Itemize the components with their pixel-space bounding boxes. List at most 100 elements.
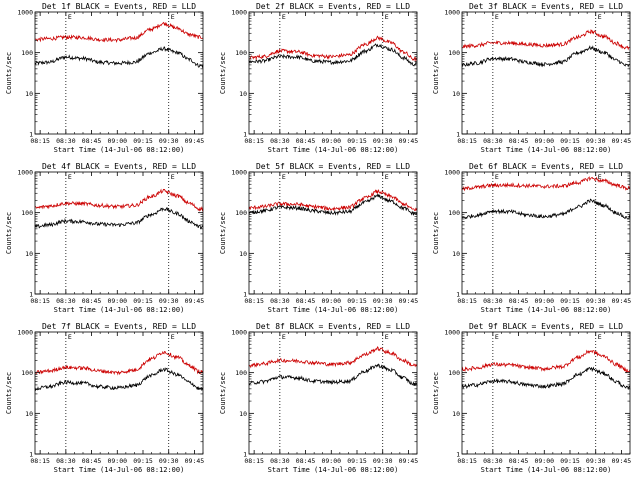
y-tick-label: 1: [29, 291, 33, 299]
plot-frame: [461, 331, 631, 455]
y-tick-label: 1: [29, 451, 33, 459]
panel-title: Det 5f BLACK = Events, RED = LLD: [256, 162, 410, 171]
y-tick-label: 100: [448, 209, 460, 217]
detector-panel: Det 1f BLACK = Events, RED = LLD E E 1 10 100…: [5, 2, 204, 154]
series-trace: [248, 35, 418, 63]
event-marker-label: E: [385, 173, 389, 181]
y-tick-label: 1000: [231, 329, 247, 337]
event-marker-label: E: [385, 333, 389, 341]
series-trace: [461, 366, 631, 391]
x-tick-label: 08:45: [509, 137, 529, 145]
x-tick-label: 08:45: [82, 137, 102, 145]
y-axis-label: Counts/sec: [5, 52, 13, 94]
y-axis-label: Counts/sec: [219, 212, 227, 254]
plot-frame: [461, 11, 631, 135]
event-marker-label: E: [68, 173, 72, 181]
x-tick-label: 08:30: [56, 457, 76, 465]
y-tick-label: 100: [235, 369, 247, 377]
panel-title: Det 6f BLACK = Events, RED = LLD: [469, 162, 623, 171]
x-tick-label: 08:45: [82, 457, 102, 465]
x-tick-label: 09:45: [185, 137, 205, 145]
x-axis-label: Start Time (14-Jul-06 08:12:00): [54, 146, 185, 154]
x-axis-label: Start Time (14-Jul-06 08:12:00): [481, 306, 612, 314]
y-tick-label: 10: [239, 90, 247, 98]
x-tick-label: 09:00: [321, 457, 341, 465]
panel-title: Det 1f BLACK = Events, RED = LLD: [42, 2, 196, 11]
event-marker-label: E: [495, 13, 499, 21]
x-tick-label: 09:15: [560, 457, 580, 465]
y-tick-label: 1: [456, 131, 460, 139]
series-trace: [248, 346, 418, 369]
x-tick-label: 08:15: [244, 457, 264, 465]
detector-panel: Det 2f BLACK = Events, RED = LLD E E 1 10 100…: [219, 2, 418, 154]
x-tick-label: 09:00: [321, 137, 341, 145]
y-tick-label: 100: [235, 49, 247, 57]
x-tick-label: 09:30: [159, 457, 179, 465]
x-tick-label: 08:30: [56, 297, 76, 305]
series-trace: [34, 46, 204, 69]
plot-frame: [34, 11, 204, 135]
x-tick-label: 09:30: [586, 297, 606, 305]
x-tick-label: 09:00: [107, 457, 127, 465]
y-tick-label: 1000: [444, 329, 460, 337]
x-tick-label: 08:30: [483, 297, 503, 305]
detector-panel: Det 6f BLACK = Events, RED = LLD E E 1 10 100…: [432, 162, 631, 314]
y-tick-label: 100: [235, 209, 247, 217]
x-tick-label: 08:15: [457, 297, 477, 305]
y-axis-label: Counts/sec: [5, 372, 13, 414]
x-tick-label: 08:15: [244, 137, 264, 145]
y-tick-label: 100: [21, 49, 33, 57]
event-marker-label: E: [282, 13, 286, 21]
series-trace: [248, 363, 418, 387]
y-tick-label: 1000: [17, 329, 33, 337]
series-trace: [248, 193, 418, 216]
x-tick-label: 08:15: [457, 137, 477, 145]
event-marker-label: E: [495, 333, 499, 341]
plot-frame: [248, 171, 418, 295]
plot-frame: [461, 171, 631, 295]
x-tick-label: 08:30: [483, 137, 503, 145]
x-tick-label: 09:15: [560, 137, 580, 145]
event-marker-label: E: [171, 173, 175, 181]
x-tick-label: 08:45: [296, 457, 316, 465]
y-tick-label: 10: [239, 250, 247, 258]
y-tick-label: 1: [243, 451, 247, 459]
x-tick-label: 09:30: [373, 457, 393, 465]
x-tick-label: 08:45: [82, 297, 102, 305]
x-tick-label: 08:30: [56, 137, 76, 145]
event-marker-label: E: [282, 173, 286, 181]
panel-title: Det 3f BLACK = Events, RED = LLD: [469, 2, 623, 11]
x-tick-label: 09:45: [612, 457, 632, 465]
x-tick-label: 09:45: [612, 137, 632, 145]
x-tick-label: 09:15: [133, 457, 153, 465]
y-tick-label: 10: [25, 410, 33, 418]
x-tick-label: 09:00: [534, 457, 554, 465]
event-marker-label: E: [171, 13, 175, 21]
y-tick-label: 1000: [444, 9, 460, 17]
y-tick-label: 1: [456, 451, 460, 459]
x-tick-label: 09:45: [399, 137, 419, 145]
x-tick-label: 09:30: [373, 137, 393, 145]
x-tick-label: 09:00: [107, 297, 127, 305]
x-tick-label: 09:15: [133, 297, 153, 305]
x-tick-label: 08:15: [244, 297, 264, 305]
panel-title: Det 7f BLACK = Events, RED = LLD: [42, 322, 196, 331]
x-tick-label: 09:15: [347, 457, 367, 465]
panel-title: Det 8f BLACK = Events, RED = LLD: [256, 322, 410, 331]
y-axis-label: Counts/sec: [432, 52, 440, 94]
x-tick-label: 09:30: [159, 137, 179, 145]
series-trace: [461, 349, 631, 374]
x-tick-label: 09:15: [347, 297, 367, 305]
x-tick-label: 08:15: [30, 137, 50, 145]
y-axis-label: Counts/sec: [432, 372, 440, 414]
detector-panel: Det 4f BLACK = Events, RED = LLD E E 1 10 100…: [5, 162, 204, 314]
y-tick-label: 10: [452, 410, 460, 418]
x-tick-label: 08:30: [270, 297, 290, 305]
x-axis-label: Start Time (14-Jul-06 08:12:00): [268, 466, 399, 474]
x-tick-label: 08:45: [509, 457, 529, 465]
series-trace: [34, 350, 204, 376]
plot-frame: [34, 171, 204, 295]
x-tick-label: 09:30: [373, 297, 393, 305]
series-trace: [461, 176, 631, 192]
